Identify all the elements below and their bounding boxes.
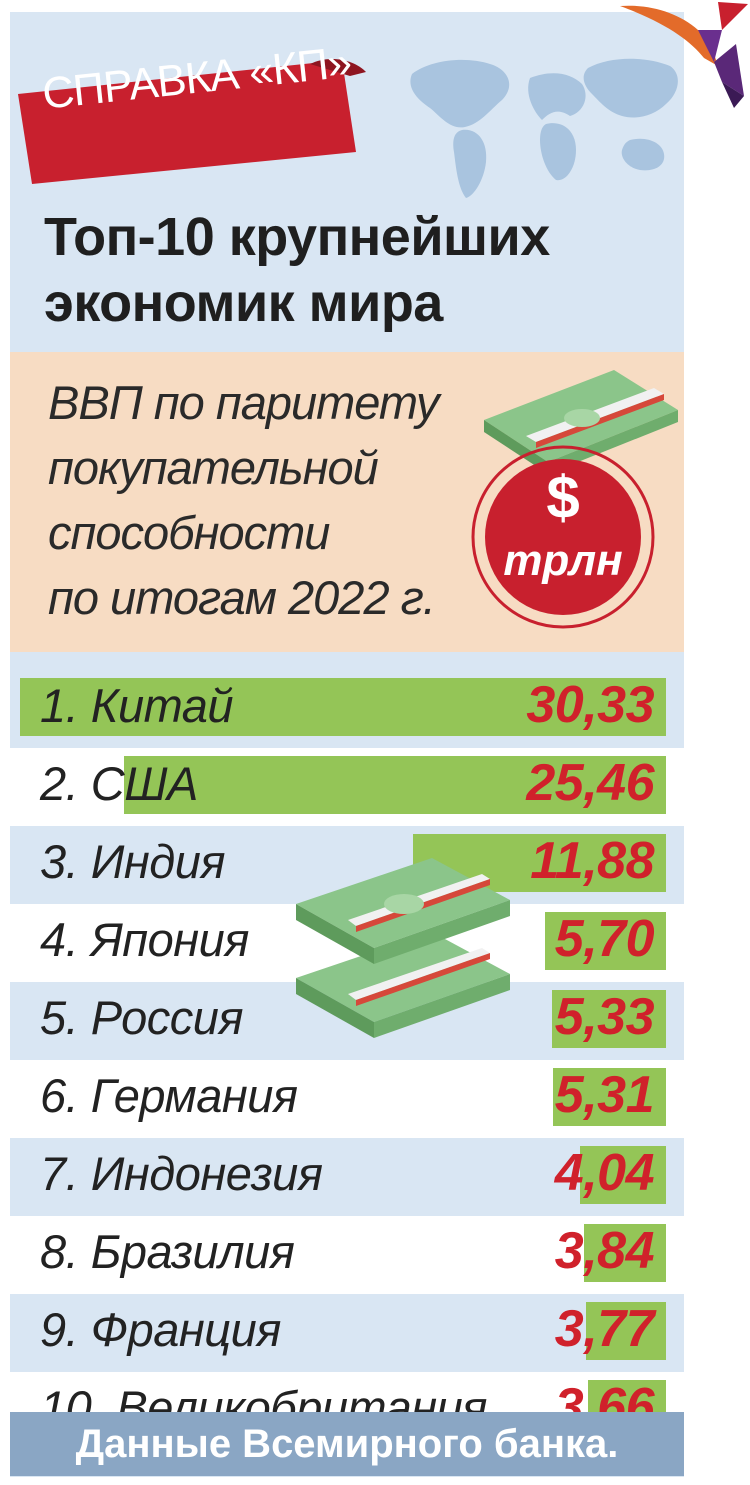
world-map-icon: [410, 58, 678, 198]
subtitle-line-1: ВВП по паритету: [48, 376, 440, 429]
table-row: 2. США 25,46: [10, 748, 684, 826]
source-footer: Данные Всемирного банка.: [10, 1412, 684, 1476]
badge-symbol: $: [546, 464, 580, 531]
bird-logo-icon: [620, 2, 748, 108]
table-row: 8. Бразилия 3,84: [10, 1216, 684, 1294]
title-line-1: Топ-10 крупнейших: [44, 207, 550, 267]
data-label: 5,31: [554, 1066, 655, 1124]
table-row: 6. Германия 5,31: [10, 1060, 684, 1138]
chart-bar: [544, 912, 666, 970]
chart-bar: [584, 1224, 666, 1282]
subtitle-line-3: способности: [48, 506, 330, 559]
chart-bar: [20, 678, 666, 736]
data-label: 25,46: [526, 754, 654, 812]
ribbon-shape: [18, 58, 366, 184]
table-row: 5. Россия 5,33: [10, 982, 684, 1060]
page-title: Топ-10 крупнейших экономик мира: [44, 204, 664, 336]
source-note: Данные Всемирного банка.: [75, 1422, 619, 1466]
country-label: 6. Германия: [40, 1069, 298, 1122]
money-stack-icon: [484, 370, 678, 474]
dollar-badge-icon: [471, 445, 655, 629]
country-label: 7. Индонезия: [40, 1147, 323, 1200]
data-label: 5,70: [554, 910, 655, 968]
data-label: 3,84: [554, 1222, 655, 1280]
country-label: 1. Китай: [40, 679, 234, 732]
data-label: 3,77: [554, 1300, 655, 1358]
chart-bar: [585, 1302, 666, 1360]
data-label: 11,88: [530, 832, 654, 890]
data-label: 4,04: [554, 1144, 655, 1202]
country-label: 8. Бразилия: [40, 1225, 295, 1278]
chart-bar: [552, 990, 666, 1048]
data-label: 30,33: [526, 676, 654, 734]
chart-bar: [579, 1146, 666, 1204]
table-row: 7. Индонезия 4,04: [10, 1138, 684, 1216]
table-row: 9. Франция 3,77: [10, 1294, 684, 1372]
table-row: 1. Китай 30,33: [10, 670, 684, 748]
subtitle-line-2: покупательной: [48, 441, 379, 494]
country-label: 2. США: [40, 757, 198, 810]
header-area: СПРАВКА «КП» Топ-10 крупнейших экономик …: [10, 12, 684, 352]
chart-bar: [123, 756, 666, 814]
country-label: 5. Россия: [40, 991, 243, 1044]
country-label: 4. Япония: [40, 913, 249, 966]
data-label: 5,33: [554, 988, 655, 1046]
subtitle-line-4: по итогам 2022 г.: [48, 571, 436, 624]
subtitle-area: ВВП по паритету покупательной способност…: [10, 352, 684, 652]
infographic-panel: СПРАВКА «КП» Топ-10 крупнейших экономик …: [10, 12, 684, 1477]
title-line-2: экономик мира: [44, 273, 443, 333]
country-label: 3. Индия: [40, 835, 225, 888]
badge-unit: трлн: [503, 536, 623, 585]
country-label: 9. Франция: [40, 1303, 281, 1356]
chart-bar: [552, 1068, 666, 1126]
money-stack-icon: [296, 858, 510, 1038]
subtitle: ВВП по паритету покупательной способност…: [48, 370, 468, 630]
